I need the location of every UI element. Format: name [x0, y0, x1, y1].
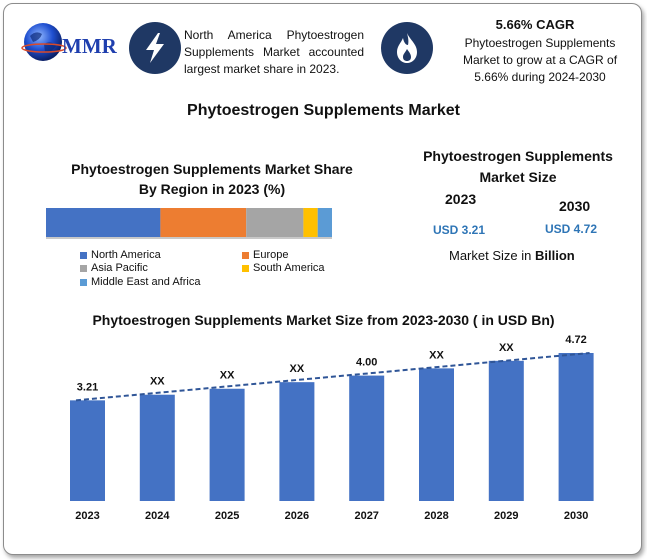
- share-bar-shadow: [46, 237, 332, 239]
- north-america-info-text: North America Phytoestrogen Supplements …: [184, 28, 364, 76]
- category-label: 2026: [285, 510, 309, 522]
- bar-value-label: 3.21: [77, 381, 98, 393]
- share-segment-south-america: [303, 208, 318, 237]
- flame-icon: [397, 33, 417, 63]
- bar-value-label: 4.00: [356, 357, 377, 369]
- legend-label: Middle East and Africa: [91, 276, 201, 288]
- cagr-title: 5.66% CAGR: [495, 17, 575, 32]
- year-2030-label: 2030: [559, 198, 591, 214]
- year-2023-label: 2023: [445, 191, 477, 207]
- logo-text: MMR: [62, 34, 117, 58]
- bar-2023: [70, 400, 105, 501]
- category-label: 2025: [215, 510, 239, 522]
- bolt-icon-circle: [129, 22, 181, 74]
- market-size-unit: Market Size in Billion: [449, 248, 575, 263]
- legend-item: Middle East and Africa: [80, 276, 200, 288]
- market-size-title-line2: Market Size: [479, 169, 557, 185]
- share-title-line1: Phytoestrogen Supplements Market Share: [71, 161, 353, 177]
- share-title-line2: By Region in 2023 (%): [138, 181, 286, 197]
- bar-value-label: XX: [499, 342, 514, 354]
- market-size-title-line1: Phytoestrogen Supplements: [423, 148, 613, 164]
- bar-2025: [209, 388, 245, 501]
- share-segment-north-america: [46, 208, 161, 237]
- category-label: 2023: [75, 510, 99, 522]
- unit-prefix: Market Size in: [449, 248, 535, 263]
- bar-2027: [349, 375, 385, 501]
- category-label: 2028: [424, 510, 448, 522]
- bar-value-label: 4.72: [565, 334, 586, 346]
- legend-item: North America: [80, 249, 161, 261]
- cagr-text: Phytoestrogen Supplements Market to grow…: [462, 36, 618, 84]
- category-label: 2029: [494, 510, 518, 522]
- infographic-frame: [3, 3, 642, 555]
- bar-2026: [279, 382, 315, 501]
- bar-2029: [488, 360, 524, 501]
- bar-2024: [139, 394, 175, 501]
- value-2023-label: USD 3.21: [433, 223, 486, 237]
- legend-swatch: [242, 251, 249, 259]
- legend-label: North America: [91, 249, 161, 261]
- legend-item: South America: [242, 262, 325, 274]
- legend-label: Europe: [253, 249, 289, 261]
- value-2030-label: USD 4.72: [545, 222, 598, 236]
- legend-swatch: [80, 264, 87, 272]
- legend-swatch: [242, 264, 249, 272]
- flame-icon-circle: [381, 22, 433, 74]
- bar-2030: [558, 353, 594, 501]
- share-segment-middle-east-and-africa: [317, 208, 332, 237]
- bar-2028: [419, 368, 454, 501]
- category-label: 2027: [354, 510, 378, 522]
- bar-value-label: XX: [429, 349, 444, 361]
- bar-value-label: XX: [220, 370, 235, 382]
- stacked-share-bar: [46, 208, 332, 239]
- bar-chart-title: Phytoestrogen Supplements Market Size fr…: [92, 312, 555, 328]
- share-segment-asia-pacific: [246, 208, 304, 237]
- trend-line: [75, 352, 590, 402]
- bar-value-label: XX: [150, 376, 165, 388]
- legend-item: Asia Pacific: [80, 262, 148, 274]
- lightning-bolt-icon: [146, 33, 164, 63]
- logo: MMR: [20, 18, 120, 68]
- globe-icon: [21, 23, 67, 61]
- share-segment-europe: [160, 208, 247, 237]
- legend-label: Asia Pacific: [91, 262, 148, 274]
- main-title: Phytoestrogen Supplements Market: [187, 102, 460, 119]
- category-label: 2024: [145, 510, 170, 522]
- legend-swatch: [80, 278, 87, 286]
- bar-value-label: XX: [290, 363, 305, 375]
- legend-swatch: [80, 251, 87, 259]
- legend-item: Europe: [242, 249, 288, 261]
- category-label: 2030: [564, 510, 588, 522]
- unit-bold: Billion: [534, 248, 575, 263]
- legend-label: South America: [253, 262, 325, 274]
- market-size-bar-chart: 3.21 2023 XX 2024 XX 2025 XX 2026 4.00 2027 XX 2028…: [70, 334, 594, 522]
